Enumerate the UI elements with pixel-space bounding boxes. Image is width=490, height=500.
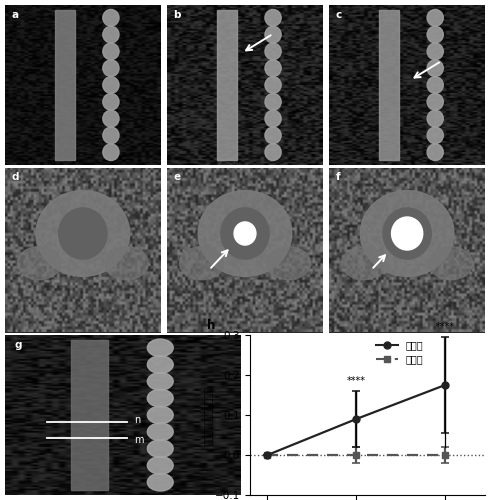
Circle shape: [234, 222, 256, 245]
Ellipse shape: [198, 190, 292, 276]
Legend: 实验组, 对照组: 实验组, 对照组: [372, 336, 427, 368]
Text: h: h: [207, 319, 216, 332]
Circle shape: [383, 208, 431, 259]
Ellipse shape: [360, 190, 454, 276]
Text: m: m: [134, 435, 144, 445]
Circle shape: [59, 208, 107, 259]
Circle shape: [147, 440, 173, 458]
Circle shape: [265, 94, 281, 110]
Text: g: g: [14, 340, 22, 350]
Bar: [55, 10, 75, 160]
Circle shape: [265, 10, 281, 26]
Text: f: f: [336, 172, 340, 182]
Circle shape: [427, 76, 443, 94]
Circle shape: [427, 10, 443, 26]
Circle shape: [265, 144, 281, 160]
Circle shape: [265, 76, 281, 94]
Circle shape: [147, 339, 173, 356]
Circle shape: [265, 26, 281, 43]
Circle shape: [427, 43, 443, 60]
Circle shape: [103, 26, 119, 43]
Ellipse shape: [429, 246, 473, 280]
Bar: [71, 340, 108, 490]
Ellipse shape: [105, 246, 148, 280]
Text: c: c: [336, 10, 342, 20]
Bar: [379, 10, 399, 160]
Ellipse shape: [342, 246, 385, 280]
Circle shape: [221, 208, 269, 259]
Circle shape: [392, 217, 423, 250]
Circle shape: [427, 60, 443, 76]
Circle shape: [147, 406, 173, 424]
Circle shape: [103, 43, 119, 60]
Circle shape: [265, 110, 281, 127]
Circle shape: [103, 60, 119, 76]
Circle shape: [147, 423, 173, 440]
Circle shape: [427, 127, 443, 144]
Ellipse shape: [179, 246, 223, 280]
Circle shape: [103, 10, 119, 26]
Circle shape: [265, 127, 281, 144]
Circle shape: [103, 144, 119, 160]
Circle shape: [427, 26, 443, 43]
Circle shape: [103, 127, 119, 144]
Ellipse shape: [17, 246, 61, 280]
Circle shape: [427, 144, 443, 160]
Text: n: n: [134, 415, 141, 425]
Text: d: d: [11, 172, 19, 182]
Text: ****: ****: [347, 376, 366, 386]
Circle shape: [427, 94, 443, 110]
Circle shape: [103, 94, 119, 110]
Ellipse shape: [267, 246, 311, 280]
Circle shape: [103, 76, 119, 94]
Circle shape: [147, 456, 173, 474]
Text: e: e: [173, 172, 180, 182]
Circle shape: [147, 356, 173, 374]
Bar: [217, 10, 237, 160]
Text: a: a: [11, 10, 18, 20]
Circle shape: [147, 390, 173, 407]
Ellipse shape: [36, 190, 130, 276]
Text: ****: ****: [436, 322, 455, 332]
Circle shape: [265, 60, 281, 76]
Circle shape: [147, 372, 173, 390]
Circle shape: [103, 110, 119, 127]
Text: b: b: [173, 10, 181, 20]
Circle shape: [147, 474, 173, 491]
Circle shape: [265, 43, 281, 60]
Circle shape: [427, 110, 443, 127]
Y-axis label: 空洞直径与脊高直径比值: 空洞直径与脊高直径比值: [204, 386, 213, 444]
